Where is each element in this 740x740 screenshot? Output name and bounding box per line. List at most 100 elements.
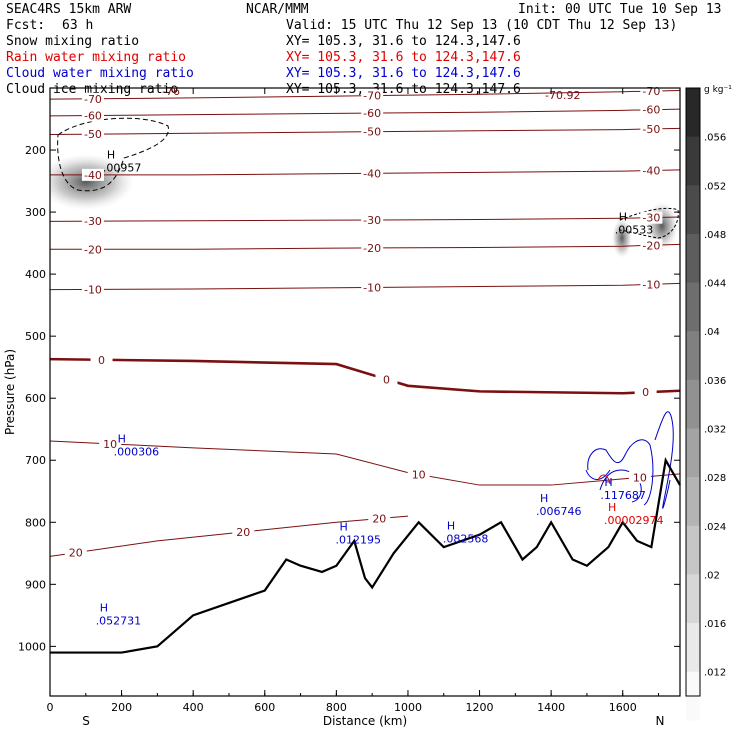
isotherm-minus-20 <box>50 243 680 250</box>
max-marker: H <box>118 433 126 446</box>
y-tick-label: 500 <box>25 330 46 343</box>
x-tick-label: 1000 <box>394 701 422 714</box>
y-tick-label: 200 <box>25 144 46 157</box>
isotherm-label: 20 <box>372 513 386 526</box>
isotherm-label-bg <box>232 525 255 538</box>
y-tick-label: 1000 <box>18 640 46 653</box>
colorbar-tick-label: .016 <box>704 619 726 630</box>
isotherm-label: 10 <box>633 471 647 484</box>
colorbar-swatch <box>686 282 700 332</box>
isotherm-label: -40 <box>363 167 381 180</box>
x-tick-label: 200 <box>111 701 132 714</box>
isotherm-label-bg <box>640 164 663 177</box>
isotherm-label: -60 <box>363 107 381 120</box>
isotherm-label-bg <box>640 211 663 224</box>
isotherm-label: -10 <box>642 278 660 291</box>
isotherm-label: -60 <box>84 110 102 123</box>
field-xy-rain: XY= 105.3, 31.6 to 124.3,147.6 <box>286 50 521 65</box>
fcst-value: 63 h <box>62 18 94 33</box>
field-name-snow: Snow mixing ratio <box>6 34 140 49</box>
max-value-label: .117687 <box>600 489 646 502</box>
colorbar-tick-label: .032 <box>704 424 726 435</box>
isotherm-label: -50 <box>84 128 102 141</box>
max-value-label: .000306 <box>114 446 160 459</box>
isotherm-label-bg <box>640 122 663 135</box>
max-marker: H <box>540 492 548 505</box>
isotherm-label: -40 <box>84 169 102 182</box>
isotherm-label-bg <box>64 546 87 559</box>
isotherm-label: -70 <box>642 85 660 98</box>
colorbar-swatch <box>686 623 700 673</box>
field-name-rain: Rain water mixing ratio <box>6 50 187 65</box>
max-marker: H <box>619 210 627 223</box>
y-axis-label: Pressure (hPa) <box>3 349 17 435</box>
isotherm-label: -10 <box>363 281 381 294</box>
colorbar-tick-label: .036 <box>704 376 726 387</box>
plot-frame <box>49 87 681 697</box>
isotherm-label-bg <box>81 243 104 256</box>
y-tick-label: 800 <box>25 516 46 529</box>
isotherm-label-bg <box>81 109 104 122</box>
isotherm-minus-70 <box>50 89 680 100</box>
x-tick-label: 400 <box>183 701 204 714</box>
y-tick-label: 700 <box>25 454 46 467</box>
max-marker: H <box>100 601 108 614</box>
max-marker: H <box>608 501 616 514</box>
colorbar-swatch <box>686 525 700 575</box>
isotherm-label-bg <box>361 89 384 102</box>
x-tick-label: 600 <box>254 701 275 714</box>
colorbar-tick-label: .012 <box>704 668 726 679</box>
max-marker: H <box>604 476 612 489</box>
isotherm-label-bg <box>90 353 113 366</box>
isotherm-label-bg <box>361 281 384 294</box>
isotherm-label-bg <box>368 512 391 525</box>
colorbar-tick-label: .02 <box>704 570 720 581</box>
colorbar-tick-label: .052 <box>704 181 726 192</box>
x-tick-label: 1200 <box>466 701 494 714</box>
y-tick-label: 400 <box>25 268 46 281</box>
isotherm-minus-60 <box>50 108 680 117</box>
colorbar-tick-label: .04 <box>704 327 720 338</box>
right-endpoint-label: N <box>656 714 665 728</box>
isotherm-label-bg <box>640 103 663 116</box>
isotherm-0 <box>50 357 680 395</box>
max-value-label: .00957 <box>103 161 141 174</box>
isotherm-label: -60 <box>642 104 660 117</box>
colorbar-swatch <box>686 331 700 381</box>
colorbar-tick-label: .044 <box>704 279 726 290</box>
isotherm-label-bg <box>361 241 384 254</box>
colorbar-swatch <box>686 136 700 186</box>
left-endpoint-label: S <box>82 714 90 728</box>
colorbar-tick-label: .028 <box>704 473 726 484</box>
isotherm-label-bg <box>81 168 104 181</box>
isotherm-label: -30 <box>363 214 381 227</box>
isotherm-minus-40 <box>50 169 680 176</box>
max-value-label: .012195 <box>336 534 382 547</box>
x-axis-label: Distance (km) <box>323 714 407 728</box>
colorbar-swatch <box>686 428 700 478</box>
isotherm-minus-50 <box>50 127 680 136</box>
isotherm-label: -30 <box>84 215 102 228</box>
center-label: NCAR/MMM <box>246 2 309 17</box>
x-tick-label: 1600 <box>609 701 637 714</box>
isotherm-label: -10 <box>84 283 102 296</box>
max-value-label: .00533 <box>615 223 654 236</box>
isotherm-label-bg <box>628 471 651 484</box>
header-fragment-right: -70.92 <box>545 89 580 102</box>
isotherm-label-bg <box>81 215 104 228</box>
isotherm-label: 0 <box>98 354 105 367</box>
valid-label: Valid: 15 UTC Thu 12 Sep 13 (10 CDT Thu … <box>286 18 678 33</box>
isotherm-label: -20 <box>84 243 102 256</box>
colorbar-swatch <box>686 477 700 527</box>
colorbar-swatch <box>686 574 700 624</box>
isotherm-label: -70 <box>84 93 102 106</box>
y-tick-label: 900 <box>25 578 46 591</box>
colorbar-swatch <box>686 88 700 138</box>
isotherm-label-bg <box>81 92 104 105</box>
isotherm-label: 10 <box>103 438 117 451</box>
colorbar-swatch <box>686 185 700 235</box>
colorbar-frame <box>685 87 701 697</box>
max-value-label: .00002974 <box>604 514 664 527</box>
isotherm-20 <box>50 515 408 557</box>
y-tick-label: 600 <box>25 392 46 405</box>
